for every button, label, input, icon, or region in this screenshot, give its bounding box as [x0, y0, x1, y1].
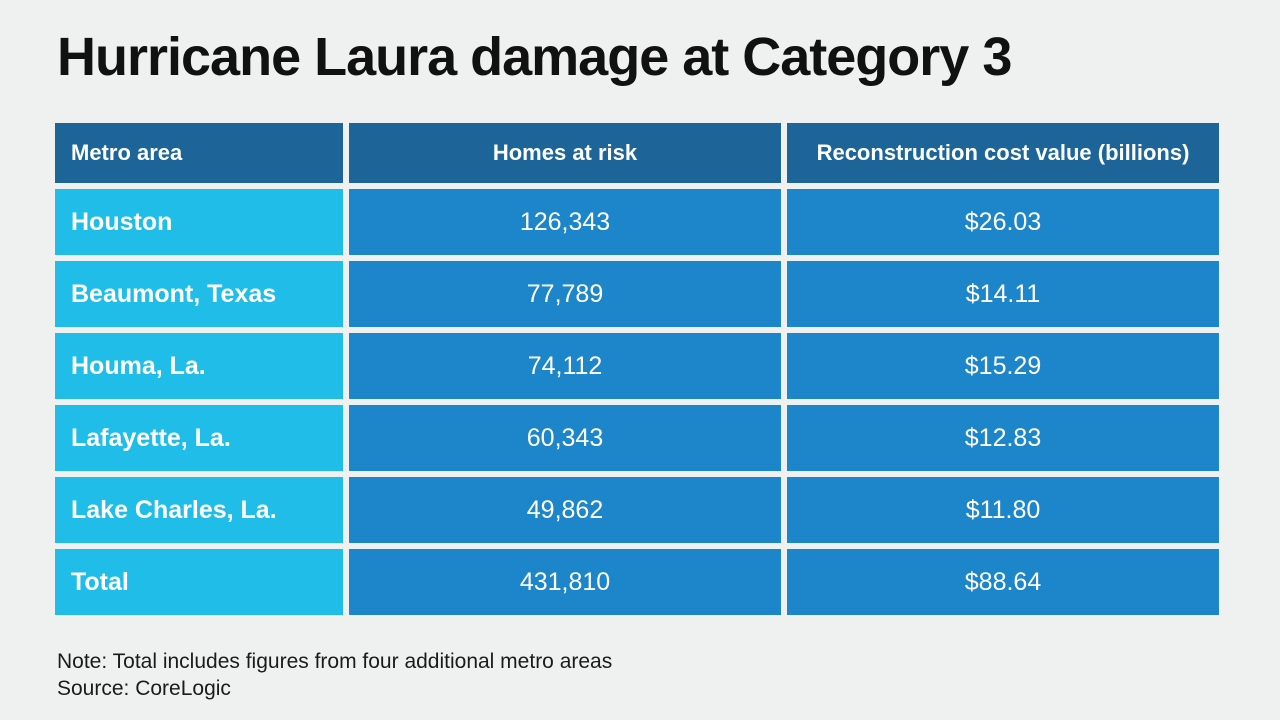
table-row: Houma, La. 74,112 $15.29 — [55, 333, 1219, 399]
column-header-reconstruction-cost: Reconstruction cost value (billions) — [787, 123, 1219, 183]
reconstruction-cost-cell: $11.80 — [787, 477, 1219, 543]
metro-area-cell: Houma, La. — [55, 333, 343, 399]
page-title: Hurricane Laura damage at Category 3 — [57, 27, 1012, 87]
homes-at-risk-cell: 77,789 — [349, 261, 781, 327]
metro-area-cell: Total — [55, 549, 343, 615]
table-row-total: Total 431,810 $88.64 — [55, 549, 1219, 615]
metro-area-cell: Houston — [55, 189, 343, 255]
data-table: Metro area Homes at risk Reconstruction … — [55, 123, 1219, 621]
table-row: Lake Charles, La. 49,862 $11.80 — [55, 477, 1219, 543]
metro-area-cell: Lake Charles, La. — [55, 477, 343, 543]
table-row: Houston 126,343 $26.03 — [55, 189, 1219, 255]
homes-at-risk-cell: 49,862 — [349, 477, 781, 543]
column-header-metro-area: Metro area — [55, 123, 343, 183]
table-row: Beaumont, Texas 77,789 $14.11 — [55, 261, 1219, 327]
reconstruction-cost-cell: $26.03 — [787, 189, 1219, 255]
source-text: Source: CoreLogic — [57, 677, 231, 700]
reconstruction-cost-cell: $12.83 — [787, 405, 1219, 471]
homes-at-risk-cell: 126,343 — [349, 189, 781, 255]
footnote: Note: Total includes figures from four a… — [57, 648, 612, 702]
homes-at-risk-cell: 431,810 — [349, 549, 781, 615]
homes-at-risk-cell: 74,112 — [349, 333, 781, 399]
metro-area-cell: Lafayette, La. — [55, 405, 343, 471]
homes-at-risk-cell: 60,343 — [349, 405, 781, 471]
table-header-row: Metro area Homes at risk Reconstruction … — [55, 123, 1219, 183]
table-row: Lafayette, La. 60,343 $12.83 — [55, 405, 1219, 471]
note-text: Note: Total includes figures from four a… — [57, 650, 613, 673]
metro-area-cell: Beaumont, Texas — [55, 261, 343, 327]
reconstruction-cost-cell: $14.11 — [787, 261, 1219, 327]
column-header-homes-at-risk: Homes at risk — [349, 123, 781, 183]
reconstruction-cost-cell: $15.29 — [787, 333, 1219, 399]
reconstruction-cost-cell: $88.64 — [787, 549, 1219, 615]
